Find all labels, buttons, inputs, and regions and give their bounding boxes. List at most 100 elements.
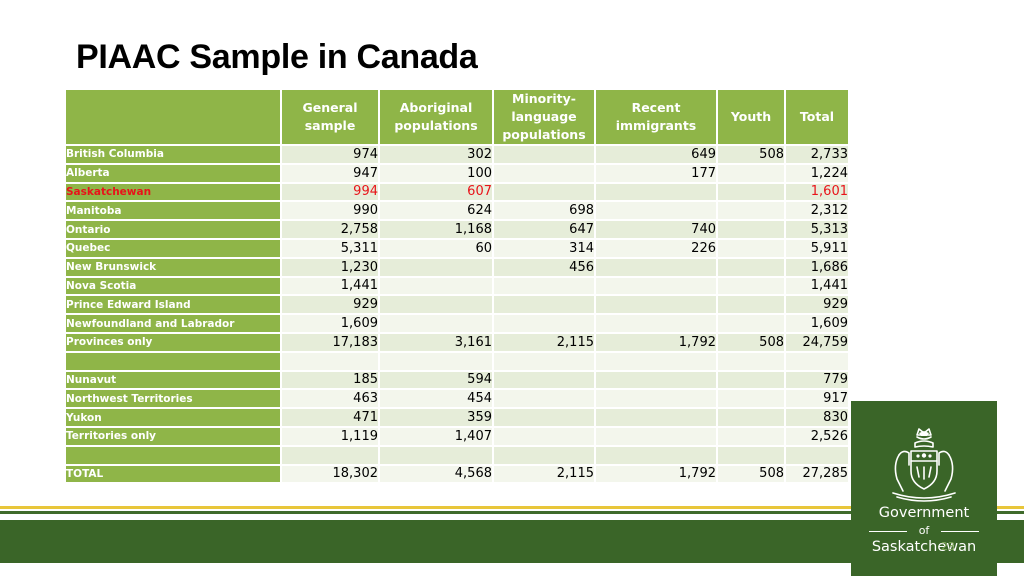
cell-youth [716, 369, 786, 391]
cell-youth [716, 200, 786, 222]
row-label: Quebec [64, 237, 282, 259]
column-header-recent-immigrants: Recent immigrants [594, 88, 718, 146]
cell-youth [716, 350, 786, 372]
cell-recent-immigrants [594, 444, 718, 466]
cell-youth [716, 425, 786, 447]
cell-general-sample: 1,119 [280, 425, 380, 447]
cell-youth [716, 294, 786, 316]
table-row: Nunavut 185 594 779 [64, 369, 850, 391]
cell-youth [716, 162, 786, 184]
cell-youth [716, 388, 786, 410]
cell-total: 24,759 [784, 331, 850, 353]
cell-recent-immigrants [594, 275, 718, 297]
page-number: 23 [941, 540, 955, 553]
cell-total [784, 444, 850, 466]
table-row: New Brunswick 1,230 456 1,686 [64, 256, 850, 278]
cell-total: 917 [784, 388, 850, 410]
cell-aboriginal: 594 [378, 369, 494, 391]
cell-aboriginal: 4,568 [378, 463, 494, 485]
cell-recent-immigrants [594, 313, 718, 334]
header-row: General sample Aboriginal populations Mi… [64, 88, 850, 146]
row-label: Prince Edward Island [64, 294, 282, 316]
cell-recent-immigrants [594, 407, 718, 428]
cell-minority-language: 647 [492, 219, 596, 240]
cell-general-sample: 1,441 [280, 275, 380, 297]
cell-total: 5,911 [784, 237, 850, 259]
cell-minority-language [492, 144, 596, 165]
cell-recent-immigrants: 226 [594, 237, 718, 259]
cell-general-sample: 185 [280, 369, 380, 391]
row-label: Yukon [64, 407, 282, 428]
logo-rule-right [941, 531, 979, 532]
cell-youth: 508 [716, 144, 786, 165]
table-row: Alberta 947 100 177 1,224 [64, 162, 850, 184]
cell-recent-immigrants: 177 [594, 162, 718, 184]
row-label: Newfoundland and Labrador [64, 313, 282, 334]
logo-text-government: Government [878, 505, 970, 521]
cell-recent-immigrants [594, 388, 718, 410]
cell-general-sample: 929 [280, 294, 380, 316]
cell-aboriginal [378, 294, 494, 316]
table-row [64, 444, 850, 466]
cell-aboriginal: 624 [378, 200, 494, 222]
cell-total: 1,224 [784, 162, 850, 184]
cell-general-sample: 947 [280, 162, 380, 184]
cell-general-sample: 5,311 [280, 237, 380, 259]
table-row: TOTAL 18,302 4,568 2,115 1,792 508 27,285 [64, 463, 850, 485]
cell-aboriginal: 1,168 [378, 219, 494, 240]
cell-recent-immigrants [594, 181, 718, 203]
cell-total: 27,285 [784, 463, 850, 485]
saskatchewan-coat-of-arms-icon [892, 428, 956, 502]
slide-title: PIAAC Sample in Canada [76, 38, 478, 76]
cell-minority-language [492, 350, 596, 372]
cell-aboriginal: 100 [378, 162, 494, 184]
column-header-aboriginal: Aboriginal populations [378, 88, 494, 146]
table-row: British Columbia 974 302 649 508 2,733 [64, 144, 850, 165]
row-label [64, 350, 282, 372]
cell-recent-immigrants: 1,792 [594, 463, 718, 485]
cell-minority-language [492, 444, 596, 466]
cell-minority-language [492, 369, 596, 391]
government-logo-panel: Government of Saskatchewan [851, 401, 997, 576]
row-label: Nunavut [64, 369, 282, 391]
cell-youth [716, 181, 786, 203]
row-label: British Columbia [64, 144, 282, 165]
cell-recent-immigrants [594, 200, 718, 222]
logo-text-of: of [918, 524, 930, 537]
cell-aboriginal [378, 313, 494, 334]
cell-total: 2,312 [784, 200, 850, 222]
cell-total: 830 [784, 407, 850, 428]
cell-total: 1,601 [784, 181, 850, 203]
cell-recent-immigrants [594, 369, 718, 391]
cell-total [784, 350, 850, 372]
column-header-youth: Youth [716, 88, 786, 146]
cell-total: 5,313 [784, 219, 850, 240]
cell-minority-language [492, 275, 596, 297]
cell-aboriginal: 1,407 [378, 425, 494, 447]
cell-youth: 508 [716, 463, 786, 485]
cell-recent-immigrants: 740 [594, 219, 718, 240]
row-label: Ontario [64, 219, 282, 240]
table-row: Manitoba 990 624 698 2,312 [64, 200, 850, 222]
cell-total: 1,609 [784, 313, 850, 334]
green-stripe [0, 511, 1024, 514]
table-row: Northwest Territories 463 454 917 [64, 388, 850, 410]
cell-recent-immigrants: 1,792 [594, 331, 718, 353]
cell-recent-immigrants: 649 [594, 144, 718, 165]
header-corner-cell [64, 88, 282, 146]
table-row: Ontario 2,758 1,168 647 740 5,313 [64, 219, 850, 240]
table-row [64, 350, 850, 372]
row-label: Saskatchewan [64, 181, 282, 203]
cell-general-sample [280, 444, 380, 466]
cell-youth [716, 313, 786, 334]
cell-aboriginal: 359 [378, 407, 494, 428]
cell-aboriginal: 302 [378, 144, 494, 165]
cell-aboriginal: 60 [378, 237, 494, 259]
gold-stripe [0, 506, 1024, 509]
cell-minority-language: 314 [492, 237, 596, 259]
cell-minority-language [492, 388, 596, 410]
table-body: British Columbia 974 302 649 508 2,733 Alberta… [64, 144, 850, 485]
cell-total: 1,686 [784, 256, 850, 278]
table-row: Prince Edward Island 929 929 [64, 294, 850, 316]
table-row: Newfoundland and Labrador 1,609 1,609 [64, 313, 850, 334]
